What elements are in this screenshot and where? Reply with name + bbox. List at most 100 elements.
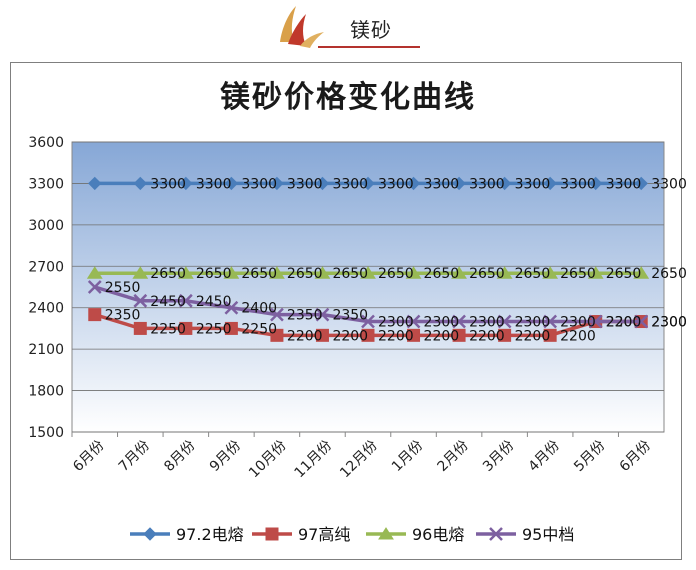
company-logo <box>280 6 324 48</box>
legend-item: 95中档 <box>476 525 574 544</box>
plot-area <box>71 141 665 433</box>
data-label: 2300 <box>424 315 460 331</box>
data-label: 2650 <box>560 266 596 282</box>
data-point <box>497 314 512 329</box>
data-point <box>360 266 376 279</box>
series-1: 2350 2250 2250 2250 2200 2200 2200 2200 2200 2200… <box>88 308 687 344</box>
data-point <box>361 176 375 191</box>
data-point <box>270 176 284 191</box>
legend-item: 97.2电熔 <box>130 525 244 544</box>
x-tick-label: 7月份 <box>116 438 153 475</box>
data-point <box>223 266 240 279</box>
data-label: 2650 <box>332 266 368 282</box>
data-point <box>270 328 284 342</box>
data-point <box>588 314 603 329</box>
data-point <box>133 321 147 335</box>
data-point <box>315 176 330 191</box>
data-point <box>361 328 375 342</box>
x-tick-label: 1月份 <box>389 438 426 475</box>
y-tick-label: 1500 <box>28 425 64 441</box>
legend-label: 97高纯 <box>298 525 350 544</box>
x-tick-label: 6月份 <box>70 438 107 475</box>
data-point <box>315 328 329 342</box>
data-point <box>224 176 239 191</box>
data-label: 3300 <box>424 176 460 192</box>
data-label: 2400 <box>241 301 277 317</box>
data-point <box>179 176 193 191</box>
data-point <box>542 266 559 279</box>
data-point <box>132 266 149 279</box>
data-label: 2650 <box>150 266 186 282</box>
header-underline <box>318 46 420 48</box>
data-label: 2650 <box>378 266 414 282</box>
data-label: 2250 <box>150 321 186 337</box>
data-label: 2300 <box>515 315 551 331</box>
data-label: 2650 <box>469 266 505 282</box>
data-point <box>178 293 193 308</box>
y-tick-label: 3000 <box>28 218 64 234</box>
legend-marker <box>143 527 157 541</box>
data-label: 2450 <box>150 294 186 310</box>
legend-marker <box>378 527 394 540</box>
data-point <box>86 266 103 279</box>
data-point <box>270 307 284 322</box>
series-2: 2650 2650 2650 2650 2650 2650 2650 2650 2650 2650… <box>86 266 687 282</box>
data-label: 2300 <box>651 315 687 331</box>
y-tick-label: 2400 <box>28 301 64 317</box>
data-point <box>406 176 421 191</box>
data-label: 3300 <box>515 176 551 192</box>
data-point <box>314 266 331 279</box>
legend-item: 97高纯 <box>252 525 350 544</box>
data-label: 2650 <box>651 266 687 282</box>
data-point <box>88 308 102 322</box>
legend-label: 97.2电熔 <box>176 525 244 544</box>
chart-title: 镁砂价格变化曲线 <box>220 80 476 115</box>
data-point <box>361 314 375 329</box>
data-label: 2200 <box>606 315 642 331</box>
x-tick-label: 9月份 <box>207 438 244 475</box>
data-point <box>452 176 466 191</box>
data-label: 3300 <box>150 176 186 192</box>
x-tick-label: 11月份 <box>292 438 336 482</box>
data-label: 2550 <box>105 280 141 296</box>
y-tick-label: 2100 <box>28 342 64 358</box>
data-point <box>177 266 194 279</box>
page-header: 镁砂 <box>0 0 696 56</box>
legend-item: 96电熔 <box>366 525 464 544</box>
data-point <box>633 266 650 279</box>
data-label: 2300 <box>378 315 414 331</box>
data-label: 3300 <box>332 176 368 192</box>
data-point <box>452 314 466 329</box>
x-tick-label: 10月份 <box>246 438 290 482</box>
data-point <box>452 328 466 342</box>
data-label: 2250 <box>196 321 232 337</box>
data-label: 3300 <box>651 176 687 192</box>
data-label: 2200 <box>378 328 414 344</box>
legend-marker <box>489 527 503 541</box>
legend-label: 95中档 <box>522 525 574 544</box>
data-point <box>269 266 285 279</box>
series-0: 3300 3300 3300 3300 3300 3300 3300 3300 3300 3300… <box>88 176 687 192</box>
y-tick-label: 3600 <box>28 135 64 151</box>
data-label: 2300 <box>560 315 596 331</box>
data-point <box>588 176 603 191</box>
data-point <box>496 266 513 279</box>
data-point <box>315 307 330 322</box>
data-label: 3300 <box>560 176 596 192</box>
data-point <box>497 176 512 191</box>
data-point <box>224 321 238 335</box>
data-label: 2650 <box>196 266 232 282</box>
data-label: 2200 <box>287 328 323 344</box>
data-label: 3300 <box>241 176 277 192</box>
data-label: 2300 <box>651 315 687 331</box>
data-point <box>87 280 102 294</box>
data-label: 2650 <box>287 266 323 282</box>
data-point <box>543 328 557 342</box>
y-tick-label: 2700 <box>28 259 64 275</box>
data-label: 3300 <box>196 176 232 192</box>
header-title: 镁砂 <box>350 18 392 42</box>
data-point <box>224 300 239 315</box>
data-label: 2300 <box>469 315 505 331</box>
data-point <box>406 314 421 329</box>
